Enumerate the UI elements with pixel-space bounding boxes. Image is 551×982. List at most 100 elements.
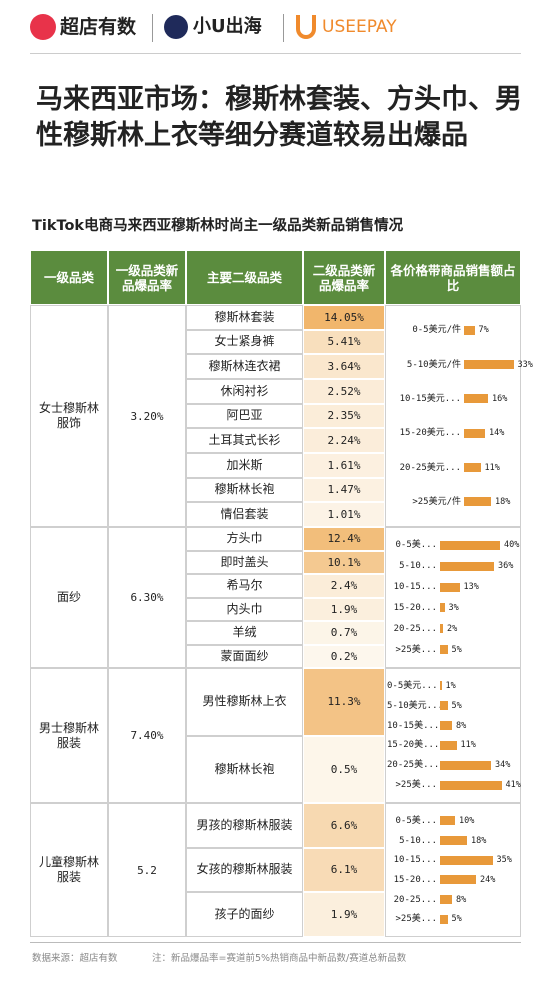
category-rate: 7.40% (108, 668, 186, 803)
price-cell (385, 668, 521, 803)
price-value: 41% (505, 780, 521, 791)
price-cell (385, 305, 521, 527)
subtitle: TikTok电商马来西亚穆斯林时尚主一级品类新品销售情况 (32, 218, 404, 234)
subcategory: 希马尔 (186, 574, 303, 598)
price-bar (440, 895, 452, 904)
column-header: 主要二级品类 (186, 250, 303, 305)
subcategory-rate: 1.47% (303, 477, 385, 503)
price-label: 5-10美元... (387, 700, 443, 711)
subcategory-rate: 12.4% (303, 527, 385, 551)
price-label: 0-5美... (395, 540, 437, 551)
price-label: 15-20美... (387, 740, 440, 751)
price-bar (440, 624, 443, 634)
logo-icon (30, 14, 56, 40)
subcategory-rate: 1.01% (303, 502, 385, 527)
price-label: 5-10... (399, 835, 437, 846)
subcategory: 孩子的面纱 (186, 892, 303, 937)
subcategory: 男性穆斯林上衣 (186, 668, 303, 736)
subcategory: 蒙面面纱 (186, 644, 303, 668)
subcategory-rate: 0.7% (303, 621, 385, 645)
subcategory: 穆斯林连衣裙 (186, 354, 303, 379)
price-value: 34% (495, 760, 511, 771)
column-header: 各价格带商品销售额占比 (385, 250, 521, 305)
category-rate: 6.30% (108, 527, 186, 668)
price-label: 5-10... (399, 561, 437, 572)
subcategory: 穆斯林套装 (186, 305, 303, 330)
subcategory: 即时盖头 (186, 550, 303, 574)
category-rate: 3.20% (108, 305, 186, 527)
price-cell (385, 803, 521, 937)
subcategory-rate: 11.3% (303, 668, 385, 736)
subcategory-rate: 5.41% (303, 329, 385, 355)
price-bar (440, 875, 476, 885)
price-label: >25美... (395, 914, 437, 925)
price-bar (440, 780, 502, 790)
category: 女士穆斯林服饰 (30, 305, 108, 527)
price-bar (440, 760, 491, 770)
rule (30, 53, 521, 54)
price-label: 20-25美... (387, 760, 440, 771)
price-label: 10-15美... (387, 720, 440, 731)
price-bar (464, 497, 491, 507)
category: 面纱 (30, 527, 108, 668)
divider (152, 14, 153, 42)
price-label: 10-15... (393, 855, 437, 866)
subcategory: 情侣套装 (186, 502, 303, 527)
price-bar (440, 582, 460, 592)
subcategory: 穆斯林长袍 (186, 477, 303, 503)
price-label: 0-5美元... (387, 680, 438, 691)
price-label: >25美元/件 (412, 496, 461, 507)
price-value: 36% (498, 561, 514, 572)
brand: 小U出海 (193, 16, 262, 37)
price-bar (464, 428, 485, 438)
subcategory-rate: 1.9% (303, 597, 385, 621)
price-bar (440, 681, 442, 691)
price-value: 5% (451, 914, 462, 925)
price-value: 8% (456, 720, 467, 731)
note: 注：新品爆品率=赛道前5%热销商品中新品数/赛道总新品数 (152, 953, 407, 964)
price-label: 10-15美元... (399, 393, 461, 404)
price-label: 15-20美元... (399, 428, 461, 439)
price-bar (464, 394, 488, 404)
subcategory-rate: 2.4% (303, 574, 385, 598)
price-value: 24% (480, 874, 496, 885)
subcategory-rate: 10.1% (303, 550, 385, 574)
price-bar (440, 740, 457, 750)
column-header: 二级品类新品爆品率 (303, 250, 385, 305)
price-cell (385, 527, 521, 668)
subcategory-rate: 2.52% (303, 379, 385, 404)
price-label: 0-5美... (395, 815, 437, 826)
subcategory: 土耳其式长衫 (186, 428, 303, 453)
price-label: >25美... (395, 780, 437, 791)
price-bar (440, 836, 467, 845)
subcategory: 内头巾 (186, 597, 303, 621)
price-value: 18% (495, 496, 511, 507)
column-header: 一级品类新品爆品率 (108, 250, 186, 305)
brand: 超店有数 (60, 16, 137, 38)
price-bar (464, 325, 475, 335)
logo-icon (296, 15, 316, 39)
subcategory: 穆斯林长袍 (186, 735, 303, 803)
price-bar (440, 540, 500, 550)
price-bar (440, 603, 445, 613)
subcategory-rate: 2.24% (303, 428, 385, 453)
price-bar (440, 701, 448, 711)
subcategory-rate: 0.2% (303, 644, 385, 668)
price-bar (440, 561, 494, 571)
subcategory-rate: 1.9% (303, 892, 385, 937)
subcategory: 加米斯 (186, 453, 303, 478)
price-bar (464, 463, 481, 472)
price-bar (464, 360, 514, 369)
price-value: 5% (451, 700, 462, 711)
subcategory: 男孩的穆斯林服装 (186, 803, 303, 848)
source: 数据来源：超店有数 (32, 953, 118, 964)
price-value: 33% (517, 359, 533, 370)
price-value: 18% (471, 835, 487, 846)
price-value: 16% (492, 393, 508, 404)
subcategory: 羊绒 (186, 621, 303, 645)
rule (30, 942, 521, 943)
subcategory: 方头巾 (186, 527, 303, 551)
price-value: 14% (489, 428, 505, 439)
subcategory: 女孩的穆斯林服装 (186, 847, 303, 893)
